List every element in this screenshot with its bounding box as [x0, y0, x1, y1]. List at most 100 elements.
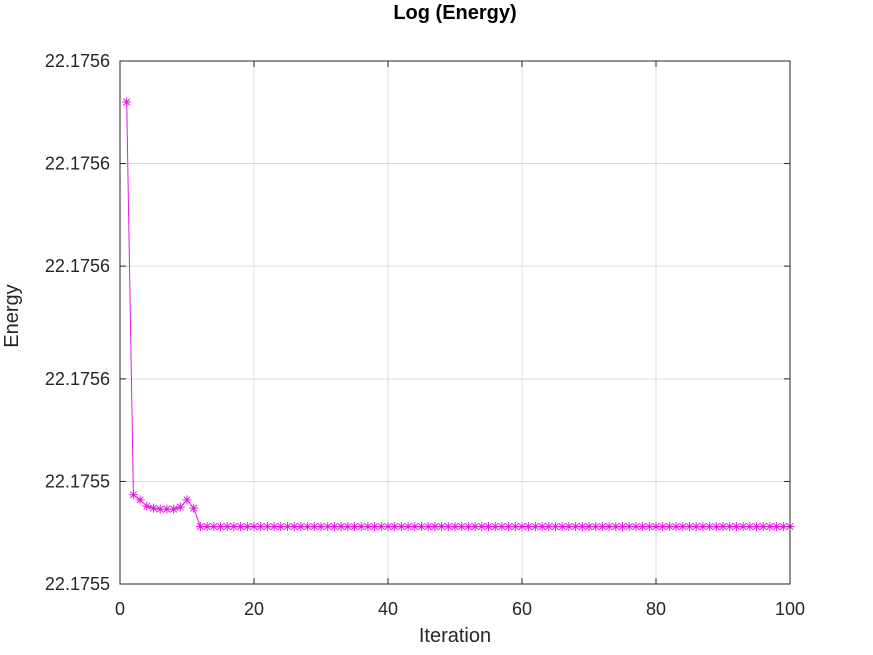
data-point-marker	[530, 522, 540, 532]
axis-ticks: 0 20 40 60 80 100 22.1755 22.1755 22.1756 22.1756…	[45, 51, 805, 619]
data-point-marker	[631, 522, 641, 532]
data-point-marker	[249, 522, 259, 532]
data-point-marker	[323, 522, 333, 532]
data-point-marker	[209, 522, 219, 532]
y-tick-label: 22.1756	[45, 369, 110, 389]
data-point-marker	[396, 522, 406, 532]
data-point-marker	[370, 522, 380, 532]
data-point-marker	[618, 522, 627, 532]
data-point-marker	[651, 522, 661, 532]
data-point-marker	[142, 501, 152, 511]
x-tick-label: 80	[646, 599, 666, 619]
data-point-marker	[242, 522, 252, 532]
data-point-marker	[638, 522, 648, 532]
plot-frame	[119, 60, 791, 585]
data-point-marker	[216, 522, 225, 532]
data-point-marker	[597, 522, 607, 532]
data-point-marker	[202, 522, 212, 532]
data-point-marker	[189, 503, 199, 513]
data-point-marker	[182, 495, 192, 505]
data-point-marker	[738, 522, 748, 532]
data-point-marker	[678, 522, 688, 532]
data-point-marker	[611, 522, 621, 532]
data-series	[122, 97, 795, 532]
data-point-marker	[691, 522, 701, 532]
data-point-marker	[283, 522, 292, 532]
data-point-marker	[269, 522, 279, 532]
data-point-marker	[591, 522, 601, 532]
data-point-marker	[571, 522, 581, 532]
data-point-marker	[504, 522, 514, 532]
data-point-marker	[390, 522, 400, 532]
data-point-marker	[685, 522, 694, 532]
x-axis-label: Iteration	[419, 625, 491, 647]
data-point-marker	[758, 522, 768, 532]
data-point-marker	[671, 522, 681, 532]
data-point-marker	[658, 522, 668, 532]
data-point-marker	[537, 522, 547, 532]
x-tick-label: 40	[378, 599, 398, 619]
data-point-marker	[155, 504, 165, 514]
data-point-marker	[236, 522, 246, 532]
data-point-marker	[544, 522, 554, 532]
data-point-marker	[470, 522, 480, 532]
data-point-marker	[745, 522, 755, 532]
data-point-marker	[604, 522, 614, 532]
data-point-marker	[510, 522, 520, 532]
data-point-marker	[128, 490, 138, 500]
data-point-marker	[363, 522, 373, 532]
data-point-marker	[383, 522, 393, 532]
data-point-marker	[149, 503, 158, 513]
data-point-marker	[296, 522, 306, 532]
data-point-marker	[577, 522, 587, 532]
chart-title: Log (Energy)	[393, 2, 516, 24]
data-point-marker	[711, 522, 721, 532]
data-point-marker	[778, 522, 788, 532]
data-point-marker	[343, 522, 353, 532]
data-point-marker	[752, 522, 761, 532]
plot-area	[120, 61, 790, 584]
data-point-marker	[376, 522, 386, 532]
data-point-marker	[644, 522, 654, 532]
data-point-marker	[316, 522, 326, 532]
data-point-marker	[497, 522, 507, 532]
data-point-marker	[705, 522, 715, 532]
y-axis-label: Energy	[1, 284, 23, 347]
data-point-marker	[350, 522, 359, 532]
data-point-marker	[564, 522, 574, 532]
y-tick-label: 22.1755	[45, 574, 110, 594]
data-point-marker	[725, 522, 735, 532]
data-point-marker	[731, 522, 741, 532]
grid-lines	[120, 61, 790, 584]
data-point-marker	[551, 522, 560, 532]
data-point-marker	[222, 522, 232, 532]
data-point-marker	[356, 522, 366, 532]
data-point-marker	[262, 522, 272, 532]
data-point-marker	[229, 522, 239, 532]
data-point-marker	[276, 522, 286, 532]
data-point-marker	[443, 522, 453, 532]
data-point-marker	[336, 522, 346, 532]
data-point-marker	[329, 522, 339, 532]
data-point-marker	[698, 522, 708, 532]
data-point-marker	[162, 504, 172, 514]
data-point-marker	[484, 522, 493, 532]
data-point-marker	[195, 522, 205, 532]
x-tick-label: 0	[115, 599, 125, 619]
data-point-marker	[517, 522, 527, 532]
data-point-marker	[303, 522, 313, 532]
x-tick-label: 100	[775, 599, 805, 619]
data-point-marker	[624, 522, 634, 532]
data-point-marker	[584, 522, 594, 532]
data-point-marker	[169, 504, 179, 514]
data-point-marker	[417, 522, 426, 532]
data-point-marker	[403, 522, 413, 532]
x-tick-label: 60	[512, 599, 532, 619]
y-tick-label: 22.1755	[45, 471, 110, 491]
data-point-marker	[463, 522, 473, 532]
data-point-marker	[309, 522, 319, 532]
y-tick-label: 22.1756	[45, 256, 110, 276]
data-point-marker	[772, 522, 782, 532]
data-point-marker	[135, 495, 145, 505]
